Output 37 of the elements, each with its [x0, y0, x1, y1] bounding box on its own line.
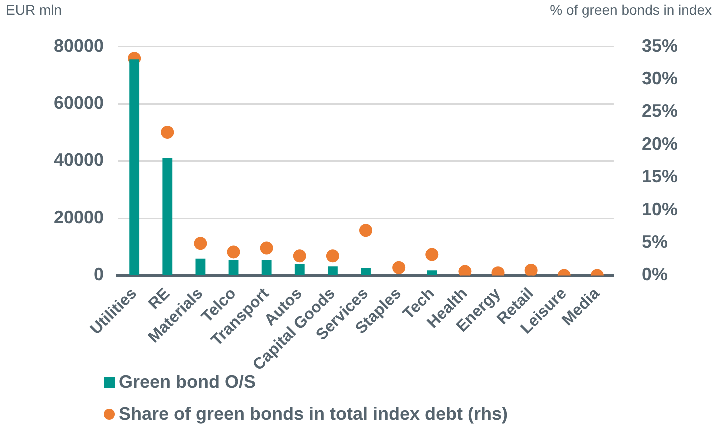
point	[458, 265, 472, 276]
bar	[228, 260, 239, 275]
y-tick-label: 40000	[54, 150, 104, 170]
bar	[427, 270, 438, 275]
bar	[262, 260, 272, 275]
point	[326, 250, 340, 263]
y2-tick-label: 35%	[642, 36, 678, 56]
point	[194, 237, 208, 250]
y2-tick-label: 5%	[642, 232, 668, 252]
y2-tick-label: 25%	[642, 101, 678, 122]
y2-tick-label: 0%	[642, 264, 668, 285]
point	[392, 261, 406, 274]
point	[161, 126, 174, 139]
y2-tick-label: 10%	[642, 199, 678, 220]
legend-label: Share of green bonds in total index debt (rhs)	[119, 404, 508, 424]
bar	[294, 264, 305, 275]
point	[426, 248, 439, 262]
y2-tick-label: 15%	[642, 166, 678, 187]
bar	[361, 268, 371, 275]
point	[360, 224, 373, 238]
y2-axis-title: % of green bonds in index	[550, 2, 712, 18]
point	[260, 242, 274, 255]
y2-tick-label: 20%	[642, 134, 678, 154]
bar	[162, 158, 173, 275]
y-tick-label: 0	[94, 264, 104, 285]
point	[227, 246, 240, 259]
bar	[328, 266, 338, 275]
y-tick-label: 20000	[54, 207, 104, 228]
y-tick-label: 80000	[54, 36, 104, 56]
point	[524, 264, 538, 276]
legend-label: Green bond O/S	[119, 372, 256, 392]
bar	[196, 258, 206, 275]
y-tick-label: 60000	[54, 93, 104, 114]
point	[293, 250, 306, 263]
y-axis-title: EUR mln	[6, 2, 62, 18]
bar	[130, 60, 140, 275]
y2-tick-label: 30%	[642, 68, 678, 88]
